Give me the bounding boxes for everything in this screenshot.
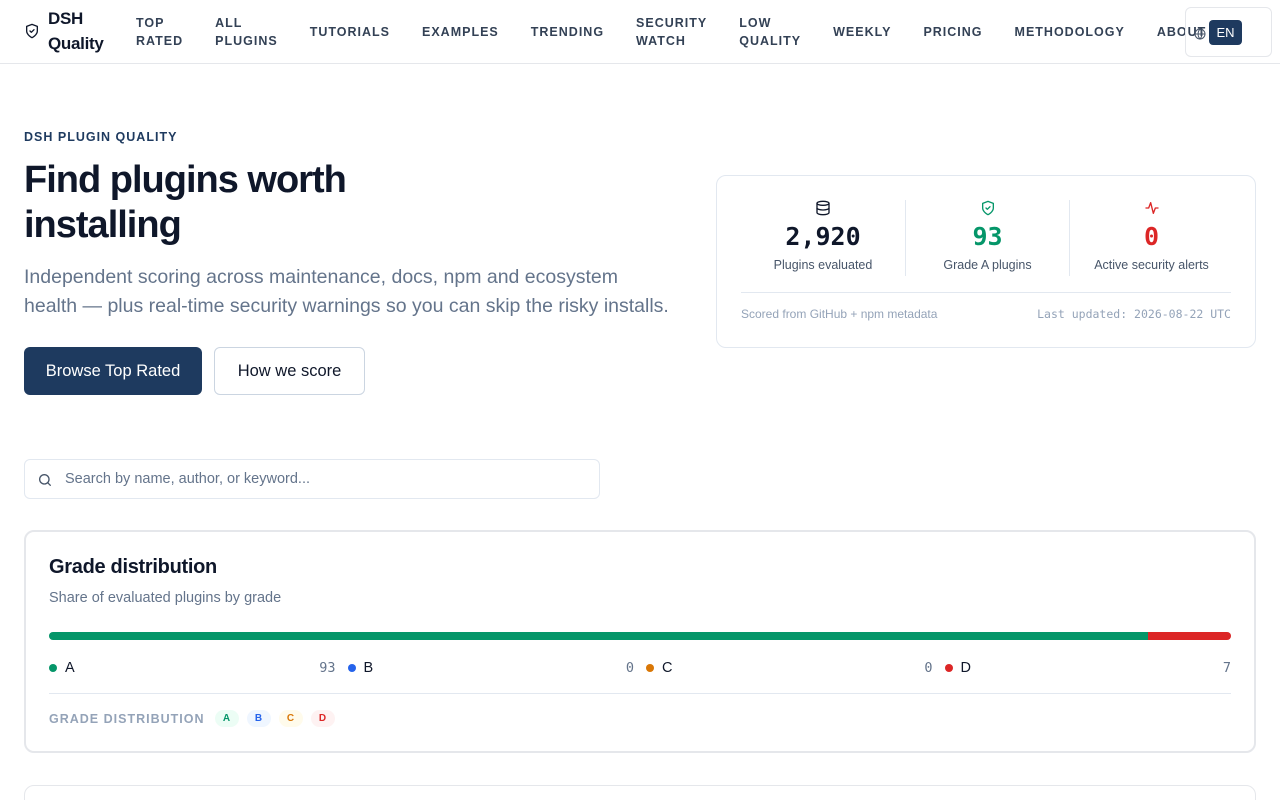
how-we-score-button[interactable]: How we score xyxy=(214,347,365,395)
search-input[interactable] xyxy=(65,460,595,498)
activity-icon xyxy=(1144,200,1160,216)
nav-item-label: METHODOLOGY xyxy=(1014,25,1125,39)
stat-plugins-evaluated: 2,920 Plugins evaluated xyxy=(741,200,905,276)
grade-divider xyxy=(49,693,1231,694)
grade-footer-label: GRADE DISTRIBUTION xyxy=(49,711,205,726)
stat-label: Plugins evaluated xyxy=(773,258,873,272)
legend-dot xyxy=(944,664,953,672)
globe-icon xyxy=(1194,27,1206,40)
grade-badge-c: C xyxy=(278,710,303,727)
legend-dot xyxy=(646,664,654,672)
browse-top-rated-button[interactable]: Browse Top Rated xyxy=(24,347,202,395)
shield-check-icon xyxy=(24,23,40,39)
stat-value: 2,920 xyxy=(785,222,861,251)
search-box xyxy=(24,459,600,499)
legend-grade-count: 0 xyxy=(924,660,933,676)
brand-logo-link[interactable]: DSH Quality xyxy=(24,6,108,56)
nav-item-methodology[interactable]: METHODOLOGY xyxy=(999,23,1141,41)
nav-item-examples[interactable]: EXAMPLES xyxy=(406,23,515,41)
next-section-card xyxy=(24,785,1256,800)
nav-item-low-quality[interactable]: LOW QUALITY xyxy=(723,14,817,50)
nav-item-label: TOP xyxy=(136,16,165,30)
stats-last-updated: Last updated: 2026-08-22 UTC xyxy=(1037,307,1231,321)
stats-source-note: Scored from GitHub + npm metadata xyxy=(741,307,938,321)
nav-item-top-rated[interactable]: TOP RATED xyxy=(120,14,199,50)
hero-subtitle: Independent scoring across maintenance, … xyxy=(24,266,669,317)
nav-item-trending[interactable]: TRENDING xyxy=(515,23,620,41)
legend-grade-name: B xyxy=(363,660,374,676)
nav-item-label: WEEKLY xyxy=(833,25,892,39)
hero-title: Find plugins worth installing xyxy=(24,159,347,246)
grade-distribution-card: Grade distribution Share of evaluated pl… xyxy=(24,530,1256,753)
legend-item-grade-a: A 93 xyxy=(49,658,348,678)
hero-eyebrow: DSH PLUGIN QUALITY xyxy=(24,130,178,144)
language-en-button[interactable]: EN xyxy=(1209,20,1242,45)
stat-grade-a-plugins: 93 Grade A plugins xyxy=(905,200,1069,276)
nav-item-label: EXAMPLES xyxy=(422,25,499,39)
stat-active-security-alerts: 0 Active security alerts xyxy=(1069,200,1233,276)
grade-bar-segment-a xyxy=(49,632,1149,640)
brand-name: DSH Quality xyxy=(48,9,104,53)
nav-item-label: RATED xyxy=(136,34,184,48)
language-switcher: EN xyxy=(1185,7,1272,57)
legend-grade-count: 93 xyxy=(319,660,336,676)
legend-dot xyxy=(347,664,356,672)
stat-value: 0 xyxy=(1143,222,1160,251)
nav-item-pricing[interactable]: PRICING xyxy=(907,23,998,41)
legend-dot xyxy=(49,664,57,672)
shield-check-icon xyxy=(980,200,996,216)
nav-item-label: QUALITY xyxy=(739,34,802,48)
legend-grade-name: D xyxy=(960,660,971,676)
nav-item-tutorials[interactable]: TUTORIALS xyxy=(294,23,406,41)
nav-item-label: PLUGINS xyxy=(215,34,278,48)
nav-item-about[interactable]: ABOUT xyxy=(1141,23,1222,41)
legend-grade-name: C xyxy=(662,660,673,676)
grade-badge-a: A xyxy=(214,710,239,727)
legend-grade-count: 7 xyxy=(1222,660,1231,676)
nav-item-all-plugins[interactable]: ALL PLUGINS xyxy=(199,14,294,50)
grade-bar-segment-d xyxy=(1148,632,1231,640)
grade-legend: A 93 B 0 C 0 D 7 xyxy=(49,658,1231,678)
nav-item-label: ALL xyxy=(215,16,243,30)
grade-stacked-bar xyxy=(49,632,1231,640)
search-icon xyxy=(37,472,53,488)
stats-divider xyxy=(741,292,1231,293)
nav-item-weekly[interactable]: WEEKLY xyxy=(817,23,907,41)
database-icon xyxy=(815,200,831,216)
main-nav: TOP RATED ALL PLUGINS TUTORIALS EXAMPLES TREND… xyxy=(120,0,1222,64)
grade-distribution-title: Grade distribution xyxy=(49,556,217,578)
nav-item-security-watch[interactable]: SECURITY WATCH xyxy=(620,14,723,50)
nav-item-label: PRICING xyxy=(923,25,983,39)
nav-item-label: LOW xyxy=(739,16,772,30)
grade-badge-b: B xyxy=(246,710,271,727)
stat-label: Active security alerts xyxy=(1094,258,1209,272)
nav-item-label: TRENDING xyxy=(530,25,605,39)
nav-item-label: TUTORIALS xyxy=(309,25,390,39)
grade-badge-d: D xyxy=(310,710,335,727)
nav-item-label: ABOUT xyxy=(1156,25,1207,39)
stats-card: 2,920 Plugins evaluated 93 Grade A plugi… xyxy=(716,175,1256,348)
stat-value: 93 xyxy=(972,222,1003,251)
legend-grade-name: A xyxy=(65,660,75,676)
stat-label: Grade A plugins xyxy=(943,258,1032,272)
top-navigation-bar: DSH Quality TOP RATED ALL PLUGINS TUTORIALS E… xyxy=(0,0,1280,64)
grade-distribution-subtitle: Share of evaluated plugins by grade xyxy=(49,590,282,606)
nav-item-label: SECURITY xyxy=(636,16,708,30)
nav-item-label: WATCH xyxy=(636,34,686,48)
legend-grade-count: 0 xyxy=(625,660,634,676)
